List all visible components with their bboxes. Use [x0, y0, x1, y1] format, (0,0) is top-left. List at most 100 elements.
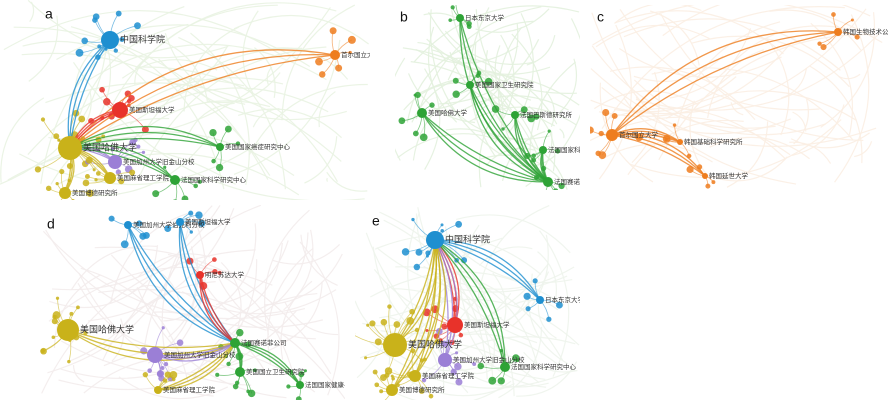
- minor-node: [35, 166, 41, 172]
- node-label: 中国科学院: [120, 34, 165, 46]
- minor-node: [93, 168, 96, 171]
- minor-node: [296, 396, 302, 402]
- node-label: 韩国基础科学研究所: [684, 137, 743, 146]
- background-edge: [601, 144, 713, 162]
- minor-node: [348, 36, 356, 44]
- minor-node: [416, 249, 423, 256]
- minor-node: [414, 94, 417, 97]
- node-label: 美国国家癌症研究中心: [225, 142, 291, 151]
- minor-node: [109, 216, 115, 222]
- minor-node: [142, 151, 145, 154]
- background-edge: [560, 129, 564, 138]
- node-label: 美国国家卫生研究院: [475, 80, 534, 89]
- node: [330, 50, 340, 60]
- node: [500, 362, 510, 372]
- background-edge: [300, 242, 339, 395]
- minor-node: [319, 71, 326, 78]
- minor-node: [152, 190, 159, 197]
- minor-node: [673, 123, 676, 126]
- minor-node: [598, 151, 606, 159]
- node-label: 美国加州大学旧金山分校: [164, 350, 236, 359]
- minor-node: [414, 264, 420, 270]
- panel: 中国科学院首尔国立大学美国斯坦福大学美国哈佛大学美国加州大学旧金山分校美国麻省理…: [0, 0, 380, 208]
- node: [511, 111, 519, 119]
- node: [57, 319, 79, 341]
- minor-node: [540, 195, 544, 199]
- minor-node: [369, 320, 375, 326]
- node: [104, 172, 116, 184]
- node: [112, 102, 128, 118]
- node-label: 美国麻省理工学院: [422, 371, 475, 380]
- background-edge: [30, 2, 34, 22]
- minor-node: [429, 102, 434, 107]
- node: [383, 333, 407, 357]
- node: [702, 173, 708, 179]
- edge: [422, 113, 548, 182]
- minor-node: [554, 201, 561, 208]
- minor-node: [76, 305, 80, 309]
- minor-node: [526, 306, 531, 311]
- background-edge: [304, 136, 336, 183]
- minor-node: [459, 333, 464, 338]
- panel: 韩国生物技术公司首尔国立大学韩国基础科学研究所韩国延世大学: [587, 0, 888, 189]
- minor-node: [46, 186, 51, 191]
- minor-node: [81, 38, 88, 45]
- minor-node: [429, 394, 434, 399]
- node: [59, 187, 71, 199]
- minor-node: [391, 377, 395, 381]
- minor-node: [163, 378, 167, 382]
- node: [677, 139, 683, 145]
- node-label: 美国加州大学旧金山分校: [123, 157, 195, 166]
- minor-node: [52, 335, 56, 339]
- background-edge: [839, 74, 860, 78]
- minor-node: [381, 319, 388, 326]
- minor-node: [139, 233, 146, 240]
- panel: 中国科学院美国斯坦福大学日本东京大学美国哈佛大学美国加州大学旧金山分校美国麻省理…: [348, 206, 585, 402]
- minor-node: [225, 126, 232, 133]
- background-edge: [615, 11, 783, 54]
- node-label: 美国哈佛大学: [80, 324, 134, 336]
- minor-node: [177, 339, 184, 346]
- minor-node: [533, 278, 538, 283]
- minor-node: [121, 240, 129, 248]
- minor-node: [602, 109, 609, 116]
- node: [606, 129, 618, 141]
- minor-node: [587, 127, 594, 134]
- node: [426, 231, 444, 249]
- minor-node: [76, 49, 84, 57]
- background-edge: [327, 172, 368, 191]
- node: [147, 347, 163, 363]
- minor-node: [364, 356, 367, 359]
- minor-node: [546, 317, 551, 322]
- minor-node: [215, 373, 219, 377]
- node-label: 美国国立卫生研究院: [246, 367, 305, 376]
- minor-node: [212, 257, 217, 262]
- minor-node: [143, 372, 148, 377]
- minor-node: [136, 145, 140, 149]
- background-edge: [387, 58, 405, 161]
- node: [101, 31, 119, 49]
- minor-node: [387, 304, 391, 308]
- node: [124, 221, 132, 229]
- minor-node: [216, 164, 223, 171]
- minor-node: [236, 329, 243, 336]
- minor-node: [52, 318, 58, 324]
- background-edge: [794, 99, 809, 144]
- node: [296, 381, 304, 389]
- minor-node: [455, 351, 458, 354]
- node: [543, 177, 553, 187]
- node: [536, 296, 544, 304]
- minor-node: [548, 130, 551, 133]
- node-label: 美国博德研究所: [399, 385, 445, 394]
- node-label: 中国科学院: [445, 234, 490, 246]
- node-label: 法国国家科学研究中心: [511, 362, 577, 371]
- node: [456, 14, 464, 22]
- node: [216, 143, 224, 151]
- minor-node: [53, 204, 57, 208]
- minor-node: [384, 373, 389, 378]
- node: [170, 175, 180, 185]
- minor-node: [501, 127, 504, 130]
- node: [176, 218, 184, 226]
- node: [409, 370, 421, 382]
